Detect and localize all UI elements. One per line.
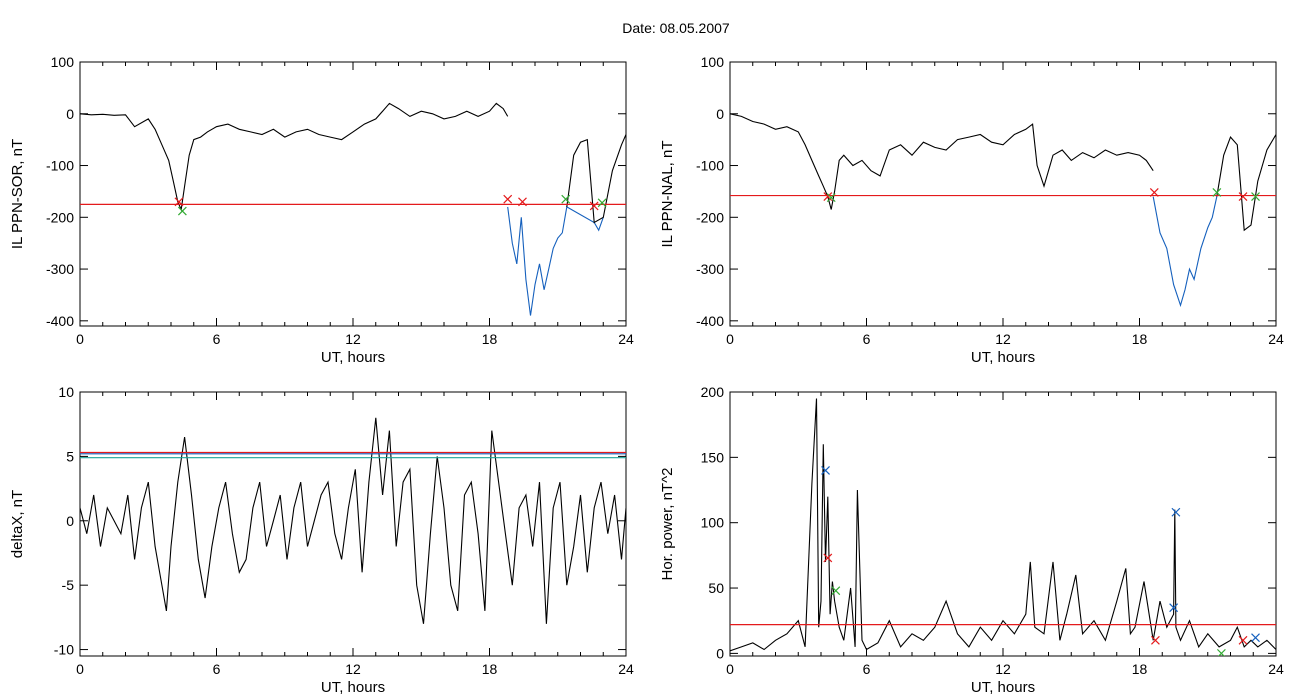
- y-tick-label: 5: [66, 448, 74, 464]
- crossing-marker: [1169, 603, 1179, 613]
- x-tick-label: 12: [345, 661, 361, 677]
- panel-top-left: 0 6 12 18 24 100 0 -100 -200 -300 -400 UT, hours IL …: [9, 54, 634, 366]
- x-tick-label: 24: [1268, 661, 1284, 677]
- crossing-marker: [1238, 635, 1248, 645]
- plot-area: [730, 113, 1276, 308]
- y-tick-label: -100: [696, 158, 724, 174]
- y-tick-label: -400: [696, 313, 724, 329]
- x-tick-label: 18: [1132, 661, 1148, 677]
- y-tick-label: -300: [696, 261, 724, 277]
- series-line-highlight: [507, 206, 604, 316]
- x-tick-label: 6: [213, 331, 221, 347]
- x-tick-label: 0: [726, 661, 734, 677]
- x-tick-label: 0: [76, 661, 84, 677]
- x-tick-label: 6: [863, 661, 871, 677]
- x-tick-label: 18: [482, 661, 498, 677]
- plot-frame: [79, 61, 627, 327]
- series-line-trace: [80, 102, 509, 212]
- crossing-marker: [1251, 633, 1260, 643]
- series-line-highlight: [1152, 196, 1218, 308]
- plot-frame: [729, 61, 1277, 327]
- y-tick-label: 0: [66, 106, 74, 122]
- crossing-marker: [1216, 648, 1226, 656]
- series-line-trace: [1216, 134, 1276, 232]
- x-axis-label: UT, hours: [321, 349, 385, 366]
- x-tick-label: 0: [76, 331, 84, 347]
- x-tick-label: 24: [618, 331, 634, 347]
- y-tick-label: 0: [66, 513, 74, 529]
- y-axis-label: deltaX, nT: [9, 490, 26, 558]
- crossing-marker: [821, 465, 830, 475]
- series-line-trace: [566, 134, 626, 224]
- y-tick-label: 100: [701, 515, 725, 531]
- panel-top-right: 0 6 12 18 24 100 0 -100 -200 -300 -400 UT, hours IL …: [659, 54, 1284, 366]
- y-tick-label: -400: [46, 313, 74, 329]
- y-tick-label: 0: [716, 106, 724, 122]
- crossing-marker: [561, 194, 571, 204]
- x-tick-label: 24: [1268, 331, 1284, 347]
- y-tick-label: 150: [701, 449, 725, 465]
- x-tick-label: 24: [618, 661, 634, 677]
- y-axis-label: Hor. power, nT^2: [659, 468, 676, 581]
- y-tick-label: -100: [46, 158, 74, 174]
- crossing-marker: [1171, 507, 1181, 517]
- x-tick-label: 18: [482, 331, 498, 347]
- crossing-marker: [518, 197, 527, 207]
- x-tick-label: 12: [995, 331, 1011, 347]
- plot-area: [730, 398, 1276, 656]
- crossing-marker: [823, 192, 833, 202]
- y-tick-label: -200: [696, 209, 724, 225]
- x-tick-label: 12: [995, 661, 1011, 677]
- crossing-marker: [1238, 192, 1248, 202]
- x-axis-label: UT, hours: [971, 349, 1035, 366]
- crossing-marker: [174, 197, 184, 207]
- y-tick-label: 10: [58, 384, 74, 400]
- series-line-trace: [730, 398, 1276, 652]
- y-tick-label: 50: [708, 580, 724, 596]
- x-tick-label: 18: [1132, 331, 1148, 347]
- y-tick-label: -5: [62, 577, 75, 593]
- crossing-marker: [589, 201, 599, 211]
- crossing-marker: [503, 194, 513, 204]
- plot-frame: [79, 391, 627, 657]
- x-tick-label: 12: [345, 331, 361, 347]
- panel-bottom-right: 0 6 12 18 24 200 150 100 50 0 UT, hours Hor. power,…: [659, 384, 1284, 696]
- y-tick-label: 200: [701, 384, 725, 400]
- series-line-trace: [730, 113, 1154, 210]
- x-tick-label: 0: [726, 331, 734, 347]
- crossing-marker: [1151, 635, 1160, 645]
- plot-area: [80, 417, 626, 624]
- plot-area: [80, 102, 626, 316]
- x-axis-label: UT, hours: [321, 679, 385, 696]
- x-tick-label: 6: [213, 661, 221, 677]
- figure-title: Date: 08.05.2007: [622, 20, 730, 36]
- y-tick-label: 0: [716, 645, 724, 661]
- y-tick-label: -10: [54, 642, 74, 658]
- y-tick-label: 100: [51, 54, 75, 70]
- crossing-marker: [177, 206, 187, 216]
- y-axis-label: IL PPN-NAL, nT: [659, 141, 676, 248]
- y-tick-label: -200: [46, 209, 74, 225]
- crossing-marker: [1149, 188, 1159, 197]
- crossing-marker: [1212, 188, 1222, 197]
- crossing-marker: [823, 553, 833, 563]
- y-tick-label: -300: [46, 261, 74, 277]
- crossing-marker: [826, 193, 836, 203]
- y-tick-label: 100: [701, 54, 725, 70]
- x-axis-label: UT, hours: [971, 679, 1035, 696]
- crossing-marker: [831, 586, 841, 596]
- crossing-marker: [1251, 192, 1260, 202]
- x-tick-label: 6: [863, 331, 871, 347]
- plot-frame: [729, 391, 1277, 657]
- crossing-marker: [597, 198, 607, 208]
- panel-bottom-left: 0 6 12 18 24 10 5 0 -5 -10 UT, hours deltaX, nT: [9, 384, 634, 696]
- y-axis-label: IL PPN-SOR, nT: [9, 139, 26, 249]
- series-line-trace: [80, 417, 626, 624]
